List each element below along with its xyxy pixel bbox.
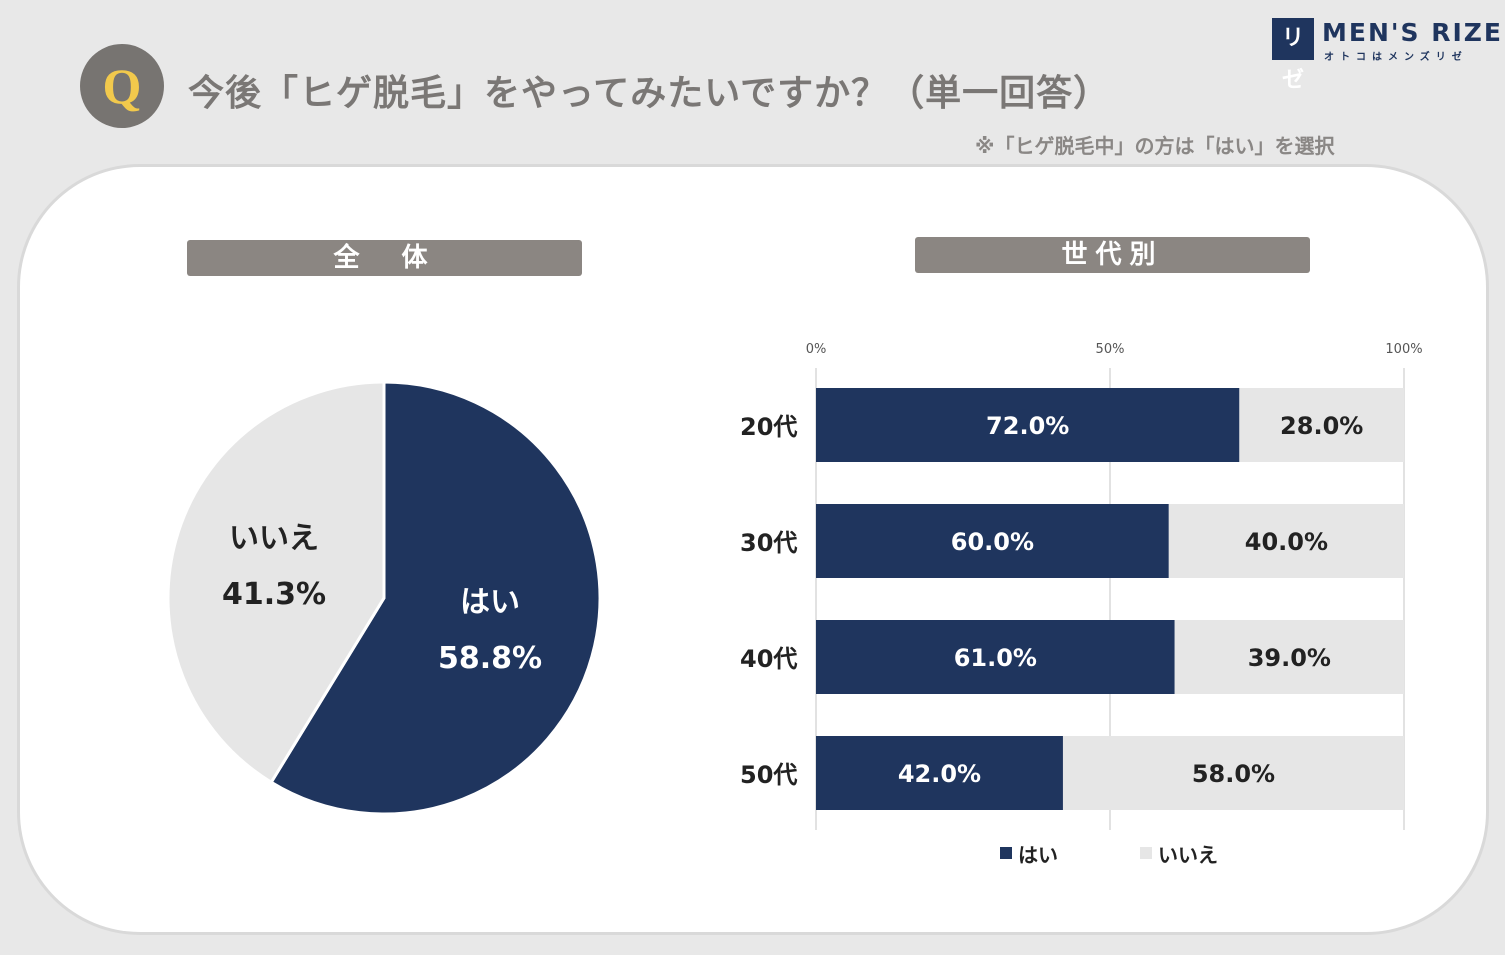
pie-section-label: 全 体 [187,240,582,276]
legend-swatch-yes [1000,847,1012,859]
bar-data-label: 40.0% [1245,528,1328,556]
bar-data-label: 39.0% [1248,644,1331,672]
bar-chart: 0% 50% 100% 20代 72.0% 28.0% 30代 60.0% 40.0% 40代 61… [740,342,1423,867]
pie-slice-label: はい [460,585,520,620]
bar-segment-yes [816,504,1169,578]
bar-segment-yes [816,736,1063,810]
logo-name: MEN'S RIZE [1322,18,1503,47]
bar-data-label: 42.0% [898,760,981,788]
bar-data-label: 60.0% [951,528,1034,556]
question-title: 今後「ヒゲ脱毛」をやってみたいですか？（単一回答） [188,73,1111,114]
bar-segment-no [1168,504,1404,578]
question-note: ※「ヒゲ脱毛中」の方は「はい」を選択 [975,134,1335,158]
question-badge: Q [80,44,164,128]
bar-segment-yes [816,388,1240,462]
category-label: 20代 [740,413,797,441]
bar-data-label: 72.0% [986,412,1069,440]
category-label: 40代 [740,645,797,673]
pie-slice-label: いいえ [229,521,319,556]
bar-data-label: 61.0% [954,644,1037,672]
category-label: 30代 [740,529,797,557]
pie-slice-value: 41.3% [222,577,326,612]
x-tick-label: 100% [1385,342,1422,357]
pie-slice-yes [269,380,602,816]
bar-data-label: 58.0% [1192,760,1275,788]
x-tick-label: 0% [806,342,827,357]
pie-slice-value: 58.8% [438,641,542,676]
logo-mark-icon: リゼ [1272,18,1314,93]
category-label: 50代 [740,761,797,789]
x-tick-label: 50% [1096,342,1125,357]
bar-segment-no [1062,736,1404,810]
brand-logo: リゼ MEN'S RIZE オトコはメンズリゼ [1272,18,1501,93]
bar-data-label: 28.0% [1280,412,1363,440]
bar-section-label: 世代別 [915,237,1310,273]
bar-segment-no [1174,620,1404,694]
logo-subtitle: オトコはメンズリゼ [1324,52,1468,63]
pie-slice-no [166,380,386,785]
legend-label: はい [1018,843,1058,867]
legend-swatch-no [1140,847,1152,859]
pie-chart: はい 58.8% いいえ 41.3% [166,380,602,816]
legend-label: いいえ [1158,843,1218,867]
bar-segment-yes [816,620,1175,694]
bar-segment-no [1239,388,1404,462]
